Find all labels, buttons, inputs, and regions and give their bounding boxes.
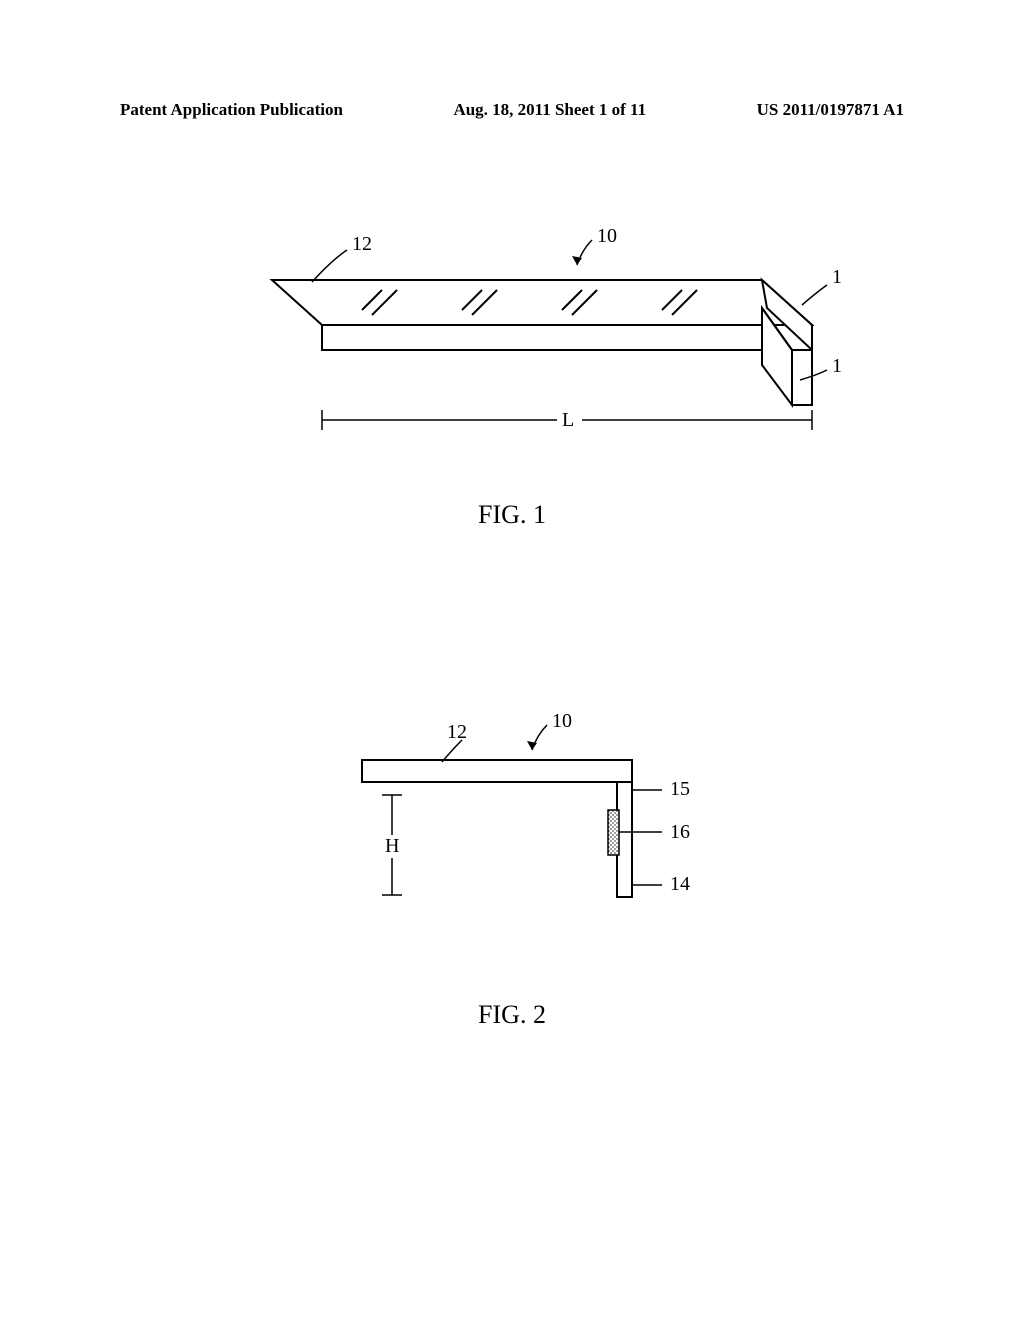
header-left: Patent Application Publication: [120, 100, 343, 120]
fig2-label-16: 16: [670, 821, 690, 843]
fig1-label-1b: 1: [832, 355, 842, 377]
page-header: Patent Application Publication Aug. 18, …: [120, 100, 904, 120]
fig2-label-12: 12: [447, 721, 467, 743]
figure-2-drawing: 10 12 15 16 14 H: [252, 690, 772, 970]
fig2-label-15: 15: [670, 778, 690, 800]
header-right: US 2011/0197871 A1: [757, 100, 904, 120]
fig2-label-14: 14: [670, 873, 690, 895]
figure-1-container: 12 10 1 1 L FIG. 1: [0, 210, 1024, 530]
fig1-label-10: 10: [597, 225, 617, 247]
figure-2-caption: FIG. 2: [0, 1000, 1024, 1030]
figure-2-container: 10 12 15 16 14 H FIG. 2: [0, 690, 1024, 1030]
figure-1-caption: FIG. 1: [0, 500, 1024, 530]
fig1-label-L: L: [562, 409, 574, 431]
figure-1-drawing: 12 10 1 1 L: [162, 210, 862, 500]
fig2-label-10: 10: [552, 710, 572, 732]
fig1-label-1a: 1: [832, 266, 842, 288]
fig2-label-H: H: [385, 835, 399, 857]
fig1-label-12: 12: [352, 233, 372, 255]
header-center: Aug. 18, 2011 Sheet 1 of 11: [453, 100, 646, 120]
